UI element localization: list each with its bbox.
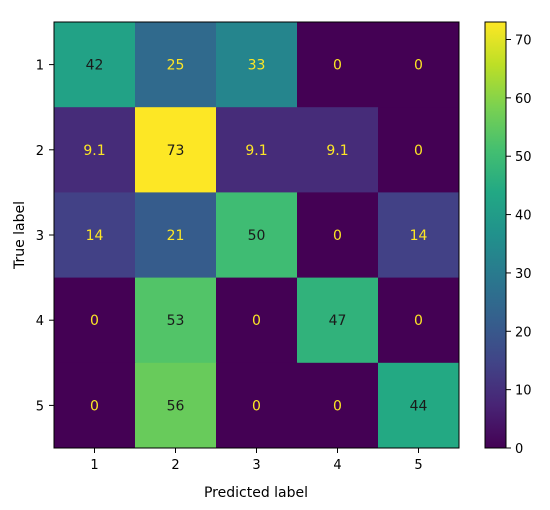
- cell-value-label: 14: [410, 228, 428, 244]
- cell-value-label: 0: [252, 313, 261, 329]
- heatmap-cell: [54, 362, 136, 449]
- x-axis-ticks: 1 2 3 4 5: [90, 448, 423, 473]
- x-axis-label: Predicted label: [204, 485, 308, 501]
- colorbar-tick-label: 60: [515, 92, 532, 107]
- x-tick-label: 4: [333, 458, 341, 473]
- colorbar-ticks: 0 10 20 30 40 50 60 70: [506, 34, 532, 457]
- cell-value-label: 47: [329, 313, 347, 329]
- heatmap-cell: [216, 107, 298, 193]
- heatmap-cell: [297, 277, 379, 364]
- heatmap-cell: [135, 107, 217, 193]
- cell-value-label: 0: [90, 398, 99, 414]
- cell-value-label: 0: [90, 313, 99, 329]
- cell-value-label: 56: [167, 398, 185, 414]
- cell-value-label: 25: [167, 58, 185, 74]
- heatmap-cell: [135, 277, 217, 364]
- cell-value-label: 21: [167, 228, 185, 244]
- heatmap-cell: [216, 192, 298, 279]
- heatmap-cell: [378, 277, 460, 364]
- heatmap-cell: [54, 277, 136, 364]
- heatmap-cell: [297, 22, 379, 108]
- heatmap-cell: [297, 192, 379, 279]
- cell-value-label: 9.1: [326, 143, 348, 159]
- heatmap-cell: [54, 192, 136, 279]
- cell-value-label: 14: [86, 228, 104, 244]
- cell-value-label: 0: [333, 228, 342, 244]
- heatmap-cell: [216, 362, 298, 449]
- heatmap-cell: [216, 277, 298, 364]
- cell-value-label: 0: [252, 398, 261, 414]
- x-tick-label: 2: [171, 458, 179, 473]
- cell-value-label: 0: [333, 398, 342, 414]
- colorbar-tick-label: 40: [515, 209, 532, 224]
- heatmap-cell: [378, 22, 460, 108]
- cell-value-label: 53: [167, 313, 185, 329]
- y-tick-label: 1: [36, 59, 44, 74]
- heatmap-cell: [378, 362, 460, 449]
- y-axis-ticks: 1 2 3 4 5: [36, 59, 54, 414]
- cell-value-label: 33: [248, 58, 266, 74]
- heatmap-cells: [54, 22, 460, 449]
- colorbar-tick-label: 50: [515, 150, 532, 165]
- heatmap-cell: [378, 107, 460, 193]
- heatmap-cell: [135, 192, 217, 279]
- cell-value-label: 73: [167, 143, 185, 159]
- heatmap-cell-labels: 42 25 33 0 0 9.1 73 9.1 9.1 0 14 21 50 0 14 0 53 0 47 0 0 56 0…: [83, 58, 427, 415]
- x-tick-label: 5: [414, 458, 422, 473]
- cell-value-label: 9.1: [83, 143, 105, 159]
- heatmap-cell: [297, 362, 379, 449]
- y-tick-label: 5: [36, 399, 44, 414]
- y-axis-label: True label: [12, 201, 28, 270]
- colorbar-tick-label: 0: [515, 442, 523, 457]
- heatmap-cell: [54, 107, 136, 193]
- y-tick-label: 2: [36, 144, 44, 159]
- colorbar-tick-label: 10: [515, 384, 532, 399]
- cell-value-label: 44: [410, 398, 428, 414]
- colorbar: [484, 21, 507, 449]
- cell-value-label: 9.1: [245, 143, 267, 159]
- heatmap-cell: [297, 107, 379, 193]
- cell-value-label: 0: [414, 58, 423, 74]
- y-tick-label: 3: [36, 229, 44, 244]
- y-tick-label: 4: [36, 314, 44, 329]
- cell-value-label: 0: [414, 143, 423, 159]
- cell-value-label: 50: [248, 228, 266, 244]
- heatmap-cell: [216, 22, 298, 108]
- x-tick-label: 3: [252, 458, 260, 473]
- cell-value-label: 0: [333, 58, 342, 74]
- cell-value-label: 0: [414, 313, 423, 329]
- colorbar-tick-label: 70: [515, 34, 532, 49]
- x-tick-label: 1: [90, 458, 98, 473]
- colorbar-tick-label: 30: [515, 267, 532, 282]
- cell-value-label: 42: [86, 58, 104, 74]
- heatmap-cell: [135, 362, 217, 449]
- heatmap-cell: [54, 22, 136, 108]
- heatmap-cell: [135, 22, 217, 108]
- heatmap-cell: [378, 192, 460, 279]
- colorbar-tick-label: 20: [515, 325, 532, 340]
